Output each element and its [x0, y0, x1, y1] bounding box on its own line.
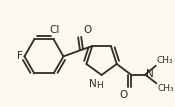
Text: Cl: Cl [49, 25, 60, 35]
Text: CH₃: CH₃ [157, 56, 173, 65]
Text: O: O [119, 90, 127, 100]
Text: N: N [146, 69, 154, 79]
Text: CH₃: CH₃ [158, 84, 174, 93]
Text: O: O [83, 25, 91, 35]
Text: N: N [89, 79, 97, 89]
Text: F: F [17, 51, 23, 61]
Text: H: H [96, 81, 103, 90]
